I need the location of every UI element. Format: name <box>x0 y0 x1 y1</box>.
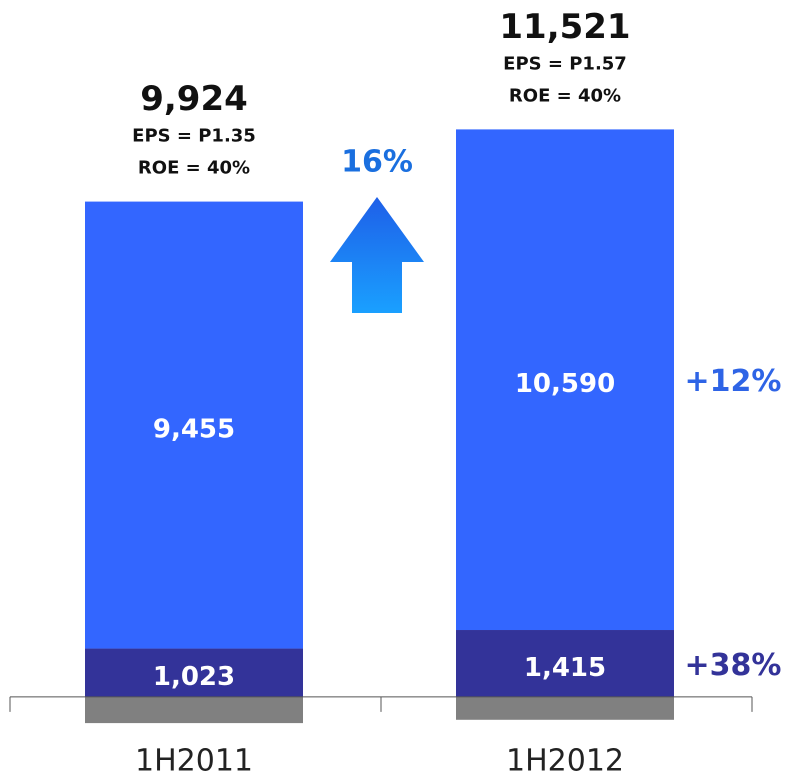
growth-arrow <box>330 197 424 313</box>
roe-label: ROE = 40% <box>138 158 250 179</box>
segment-growth: +38% <box>685 648 782 683</box>
bar-segment <box>456 630 674 697</box>
x-tick-label: 1H2011 <box>135 744 253 779</box>
bar-segment <box>85 648 303 697</box>
x-tick-label: 1H2012 <box>506 744 624 779</box>
segment-label: 10,590 <box>515 369 615 399</box>
bar-segment <box>456 696 674 720</box>
segment-label: 1,023 <box>153 662 235 692</box>
bar-segment <box>85 696 303 724</box>
eps-label: EPS = P1.57 <box>503 53 627 74</box>
segment-growth: +12% <box>685 364 782 399</box>
segment-label: 1,415 <box>524 653 606 683</box>
bar-segment <box>456 129 674 631</box>
total-label: 11,521 <box>499 7 630 47</box>
eps-label: EPS = P1.35 <box>132 126 256 147</box>
growth-annotation: 16% <box>341 145 413 180</box>
total-label: 9,924 <box>140 79 248 119</box>
bar-segment <box>85 201 303 649</box>
roe-label: ROE = 40% <box>509 85 621 106</box>
segment-label: 9,455 <box>153 415 235 445</box>
